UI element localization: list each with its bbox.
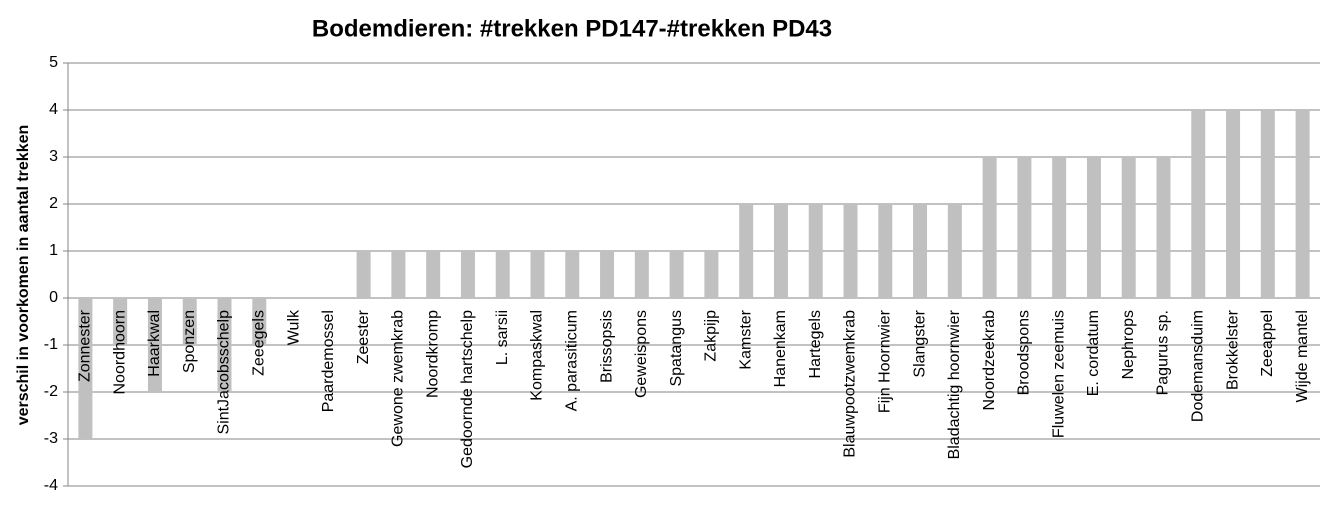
bar xyxy=(1156,157,1171,298)
x-tick-label: Fijn Hoornwier xyxy=(876,309,893,413)
y-tick-label: -3 xyxy=(44,430,58,447)
x-tick-label: Zeester xyxy=(355,309,372,364)
x-tick-label: Haarkwal xyxy=(146,310,163,377)
bar xyxy=(530,251,545,298)
x-tick-label: Gewone zwemkrab xyxy=(390,310,407,447)
bar xyxy=(460,251,475,298)
bar xyxy=(113,298,128,345)
y-tick-label: 0 xyxy=(49,289,58,306)
x-tick-label: Spatangus xyxy=(668,310,685,387)
x-tick-label: Sponzen xyxy=(181,310,198,373)
x-tick-label: Brokkelster xyxy=(1224,309,1241,390)
x-tick-label: Zeeegels xyxy=(250,310,267,376)
x-tick-label: Hartegels xyxy=(807,310,824,378)
x-tick-label: Brissopsis xyxy=(598,310,615,383)
x-tick-label: Zonnester xyxy=(77,309,94,382)
bar xyxy=(843,204,858,298)
bar xyxy=(1226,110,1241,298)
y-axis-title: verschil in voorkomen in aantal trekken xyxy=(15,125,32,426)
x-tick-label: Bladachtig hoornwier xyxy=(946,309,963,459)
x-tick-label: Broodspons xyxy=(1016,310,1033,395)
chart-title: Bodemdieren: #trekken PD147-#trekken PD4… xyxy=(312,15,832,42)
bar xyxy=(182,298,197,345)
bar xyxy=(1260,110,1275,298)
x-tick-label: Gedoornde hartschelp xyxy=(459,310,476,468)
x-tick-label: Slangster xyxy=(911,309,928,377)
x-tick-label: Noordzeekrab xyxy=(981,310,998,411)
x-tick-label: SintJacobsschelp xyxy=(216,310,233,435)
bar xyxy=(1052,157,1067,298)
bar xyxy=(669,251,684,298)
x-tick-label: Wijde mantel xyxy=(1294,310,1311,402)
x-tick-label: Kompaskwal xyxy=(529,310,546,401)
x-tick-label: Noordhoorn xyxy=(111,310,128,395)
bar xyxy=(982,157,997,298)
bar xyxy=(356,251,371,298)
x-tick-label: Kamster xyxy=(737,309,754,369)
bar xyxy=(565,251,580,298)
bar xyxy=(634,251,649,298)
x-tick-label: Noordkromp xyxy=(424,310,441,398)
x-tick-label: L. sarsii xyxy=(494,310,511,365)
bar xyxy=(495,251,510,298)
y-tick-label: -4 xyxy=(44,477,58,494)
y-tick-label: 1 xyxy=(49,242,58,259)
y-tick-label: 3 xyxy=(49,148,58,165)
bar xyxy=(913,204,928,298)
x-tick-label: Zeeappel xyxy=(1259,310,1276,377)
bar xyxy=(147,298,162,392)
x-tick-label: Nephrops xyxy=(1120,310,1137,379)
x-tick-label: Fluwelen zeemuis xyxy=(1050,310,1067,438)
y-tick-label: 5 xyxy=(49,54,58,71)
bar xyxy=(739,204,754,298)
y-tick-label: -1 xyxy=(44,336,58,353)
bar xyxy=(78,298,93,439)
bar xyxy=(217,298,232,392)
bar xyxy=(600,251,615,298)
x-tick-label: Zakpijp xyxy=(703,310,720,362)
bar xyxy=(1191,110,1206,298)
x-tick-label: E. cordatum xyxy=(1085,310,1102,396)
bar xyxy=(1121,157,1136,298)
bar xyxy=(808,204,823,298)
bar xyxy=(391,251,406,298)
bar xyxy=(1086,157,1101,298)
bar xyxy=(704,251,719,298)
bar xyxy=(1295,110,1310,298)
bar xyxy=(947,204,962,298)
x-tick-label: Hanenkam xyxy=(772,310,789,387)
x-tick-label: Blauwpootzwemkrab xyxy=(842,310,859,458)
y-tick-label: -2 xyxy=(44,383,58,400)
bar xyxy=(773,204,788,298)
y-tick-label: 4 xyxy=(49,101,58,118)
x-tick-label: Wulk xyxy=(285,309,302,345)
x-tick-label: Paardemossel xyxy=(320,310,337,412)
x-tick-label: Geweispons xyxy=(633,310,650,398)
bar xyxy=(426,251,441,298)
bar xyxy=(252,298,267,345)
x-tick-label: Pagurus sp. xyxy=(1155,310,1172,395)
bar xyxy=(1017,157,1032,298)
x-tick-label: Dodemansduim xyxy=(1189,310,1206,422)
x-tick-label: A. parasiticum xyxy=(563,310,580,411)
y-tick-label: 2 xyxy=(49,195,58,212)
bar xyxy=(878,204,893,298)
